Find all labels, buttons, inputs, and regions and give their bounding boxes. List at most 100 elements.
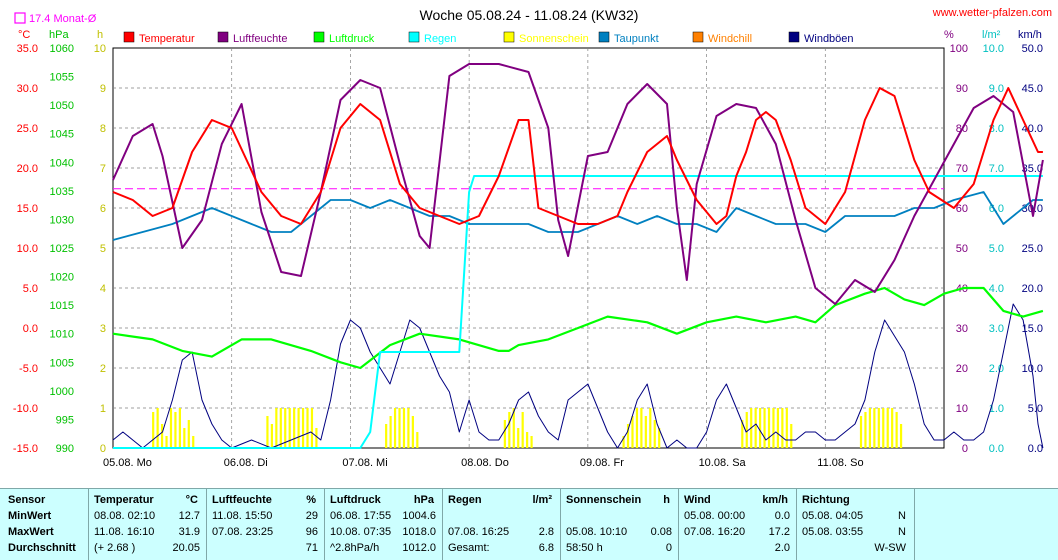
press-trend: ^2.8hPa/h	[330, 542, 380, 554]
sunshine-bar	[631, 416, 634, 448]
avg-wind-value: 2.0	[774, 542, 790, 554]
x-tick-label: 10.08. Sa	[699, 457, 747, 469]
x-tick-label: 08.08. Do	[461, 457, 509, 469]
header-sunshine-unit: h	[663, 494, 670, 506]
website-link[interactable]: www.wetter-pfalzen.com	[932, 7, 1052, 19]
legend: Temperatur Luftfeuchte Luftdruck Regen Sonne…	[123, 31, 854, 45]
max-dir-date: 05.08. 03:55	[802, 526, 864, 538]
sunshine-bar	[187, 420, 190, 448]
sunshine-bar	[385, 424, 388, 448]
sunshine-bar	[152, 412, 155, 448]
pressure-tick-label: 1030	[50, 214, 74, 226]
header-humidity-unit: %	[306, 494, 316, 506]
sun-tick-label: 0	[100, 443, 106, 455]
humidity-tick-label: 60	[956, 203, 968, 215]
column-separator	[914, 489, 915, 560]
pressure-tick-label: 1005	[50, 357, 74, 369]
sunshine-bar	[767, 408, 771, 448]
legend-swatch	[313, 31, 325, 43]
max-wind-value: 17.2	[768, 526, 790, 538]
sun-tick-label: 2	[100, 363, 106, 375]
sunshine-bar	[183, 428, 186, 448]
avg-temp-deviation: (+ 2.68 )	[94, 542, 136, 554]
temp-tick-label: 35.0	[17, 43, 38, 55]
sunshine-bar	[745, 412, 748, 448]
legend-label: Temperatur	[139, 33, 195, 45]
sunshine-bar	[521, 412, 524, 448]
sunshine-bar	[886, 408, 889, 448]
sun-tick-label: 9	[100, 83, 106, 95]
monthly-avg-label: 17.4 Monat-Ø	[29, 13, 97, 25]
rain-tick-label: 7.0	[989, 163, 1004, 175]
sunshine-bar	[503, 420, 506, 448]
sunshine-bar	[512, 408, 515, 448]
sunshine-bar	[174, 412, 177, 448]
rain-tick-label: 1.0	[989, 403, 1004, 415]
sun-tick-label: 5	[100, 243, 106, 255]
sunshine-bar	[895, 412, 898, 448]
rain-tick-label: 4.0	[989, 283, 1004, 295]
sunshine-bar	[763, 408, 766, 448]
column-separator	[560, 489, 561, 560]
sun-tick-label: 8	[100, 123, 106, 135]
header-direction: Richtung	[802, 494, 850, 506]
header-wind-unit: km/h	[762, 494, 788, 506]
sunshine-bar	[653, 420, 656, 448]
row-label-min: MinWert	[8, 510, 52, 522]
min-wind-date: 05.08. 00:00	[684, 510, 746, 522]
sunshine-bar	[530, 436, 533, 448]
sunshine-bar	[877, 408, 880, 448]
column-separator	[796, 489, 797, 560]
sunshine-bar	[393, 408, 397, 448]
legend-label: Regen	[424, 33, 456, 45]
avg-dir-value: W-SW	[874, 542, 906, 554]
temp-tick-label: 0.0	[23, 323, 38, 335]
sunshine-bar	[644, 416, 647, 448]
header-temperature-unit: °C	[185, 494, 198, 506]
wind-tick-label: 25.0	[1022, 243, 1043, 255]
sunshine-bar	[781, 408, 784, 448]
pressure-tick-label: 1055	[50, 72, 74, 84]
wind-tick-label: 15.0	[1022, 323, 1043, 335]
unit-pressure: hPa	[49, 29, 69, 41]
max-dir-value: N	[898, 526, 906, 538]
legend-label: Luftdruck	[329, 33, 375, 45]
column-separator	[88, 489, 89, 560]
sunshine-bar	[169, 408, 173, 448]
min-dir-value: N	[898, 510, 906, 522]
sun-total-label: 58:50 h	[566, 542, 603, 554]
header-pressure: Luftdruck	[330, 494, 381, 506]
rain-tick-label: 10.0	[983, 43, 1004, 55]
temp-tick-label: 20.0	[17, 163, 38, 175]
header-sensor: Sensor	[8, 494, 46, 506]
unit-rain: l/m²	[982, 29, 1001, 41]
weather-chart: Woche 05.08.24 - 11.08.24 (KW32) www.wet…	[12, 7, 1052, 469]
max-sun-value: 0.08	[650, 526, 672, 538]
header-rain-unit: l/m²	[532, 494, 552, 506]
max-press-date: 10.08. 07:35	[330, 526, 392, 538]
wind-tick-label: 35.0	[1022, 163, 1043, 175]
pressure-tick-label: 1050	[50, 100, 74, 112]
rain-total-value: 6.8	[538, 542, 554, 554]
legend-swatch	[598, 31, 610, 43]
pressure-tick-label: 1035	[50, 186, 74, 198]
column-separator	[442, 489, 443, 560]
sunshine-bar	[275, 408, 278, 448]
legend-label: Windchill	[708, 33, 752, 45]
legend-swatch	[788, 31, 800, 43]
humidity-tick-label: 20	[956, 363, 968, 375]
sunshine-bar	[622, 436, 625, 448]
sunshine-bar	[517, 428, 520, 448]
humidity-tick-label: 70	[956, 163, 968, 175]
max-hum-value: 96	[305, 526, 318, 538]
pressure-tick-label: 1020	[50, 272, 74, 284]
legend-label: Luftfeuchte	[233, 33, 287, 45]
row-label-average: Durchschnitt	[8, 542, 76, 554]
sun-tick-label: 10	[94, 43, 106, 55]
wind-tick-label: 20.0	[1022, 283, 1043, 295]
legend-label: Sonnenschein	[519, 33, 589, 45]
x-tick-label: 09.08. Fr	[580, 457, 624, 469]
sunshine-bar	[398, 408, 401, 448]
rain-tick-label: 2.0	[989, 363, 1004, 375]
min-dir-date: 05.08. 04:05	[802, 510, 864, 522]
